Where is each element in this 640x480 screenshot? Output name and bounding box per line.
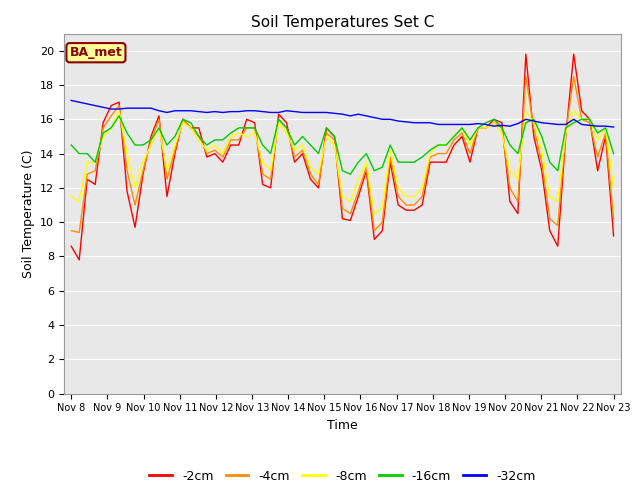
Title: Soil Temperatures Set C: Soil Temperatures Set C [251, 15, 434, 30]
Y-axis label: Soil Temperature (C): Soil Temperature (C) [22, 149, 35, 278]
Legend: -2cm, -4cm, -8cm, -16cm, -32cm: -2cm, -4cm, -8cm, -16cm, -32cm [145, 465, 540, 480]
Text: BA_met: BA_met [70, 46, 122, 59]
X-axis label: Time: Time [327, 419, 358, 432]
